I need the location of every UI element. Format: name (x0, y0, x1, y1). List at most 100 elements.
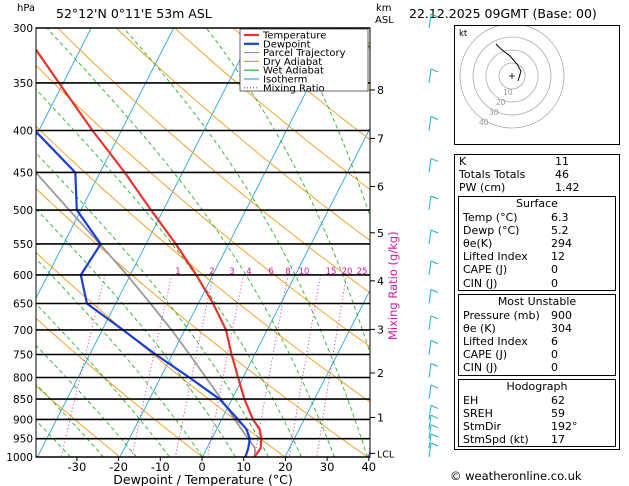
wind-barb (428, 158, 432, 173)
wind-barb (428, 424, 432, 439)
most-unstable-section: Most Unstable Pressure (mb) 900 θe (K) 304 L… (458, 293, 616, 376)
row-label: EH (463, 393, 479, 407)
pressure-tick-label: 350 (13, 78, 33, 90)
table-row: StmSpd (kt) 17 (459, 433, 615, 446)
pressure-tick-label: 600 (13, 270, 33, 282)
mixing-ratio-label: 1 (175, 267, 180, 277)
isotherm (284, 289, 370, 457)
wind-barb (428, 13, 432, 29)
isotherm (119, 28, 340, 457)
table-row: Lifted Index 6 (459, 335, 615, 348)
wind-barb (428, 385, 432, 400)
wind-barb (428, 68, 432, 83)
wind-barb (428, 289, 432, 304)
temperature-tick-label: -10 (151, 460, 170, 474)
row-value: 304 (551, 321, 572, 335)
row-value: 900 (551, 308, 572, 322)
mixing-ratio-label: 2 (209, 267, 214, 277)
temperature-tick-label: 20 (278, 460, 293, 474)
wet-adiabat (36, 344, 137, 457)
row-label: Totals Totals (459, 168, 526, 182)
mixing-ratio-line (407, 275, 431, 457)
row-value: 11 (555, 155, 569, 168)
mixing-ratio-label: 3 (229, 267, 234, 277)
table-row: CAPE (J) 0 (459, 263, 615, 276)
km-unit-label: km (376, 3, 392, 14)
table-row: Pressure (mb) 900 (459, 309, 615, 322)
row-label: Dewp (°C) (463, 223, 520, 237)
hodograph-ring-label: 30 (489, 108, 499, 117)
row-label: StmSpd (kt) (463, 433, 529, 447)
wind-barb (428, 229, 432, 245)
mixing-ratio-line (60, 274, 106, 457)
table-row: PW (cm) 1.42 (455, 181, 619, 194)
row-label: Lifted Index (463, 335, 528, 349)
hodograph-panel: kt 10 20 30 40 (454, 23, 620, 145)
hodograph-trace (495, 43, 522, 82)
table-row: StmDir 192° (459, 420, 615, 433)
location-title: 52°12'N 0°11'E 53m ASL (56, 6, 212, 21)
hodograph-center (509, 73, 515, 79)
pressure-tick-label: 850 (13, 394, 33, 406)
temperature-tick-label: 30 (320, 460, 335, 474)
dry-adiabat (36, 385, 121, 457)
dry-adiabat (115, 28, 370, 242)
asl-unit-label: ASL (375, 15, 394, 26)
wet-adiabat (36, 152, 269, 457)
km-label: LCL (377, 449, 395, 460)
temperature-tick-label: -20 (109, 460, 128, 474)
wind-barb (428, 415, 432, 430)
wind-barb (428, 195, 432, 211)
wet-adiabat (36, 419, 71, 457)
indices-table: K 11 Totals Totals 46 PW (cm) 1.42 Surface Te… (454, 154, 620, 451)
wind-barb (428, 363, 432, 378)
row-label: Lifted Index (463, 250, 528, 264)
temperature-tick-label: 40 (361, 460, 376, 474)
row-label: Pressure (mb) (463, 308, 540, 322)
row-value: 12 (551, 250, 565, 264)
legend-entry: Dry Adiabat (263, 57, 322, 68)
legend-entry: Wet Adiabat (263, 66, 324, 77)
wind-barb-flag (430, 384, 439, 389)
wind-barb-flag (430, 158, 439, 162)
wind-barb-flag (430, 363, 439, 367)
isotherm (202, 127, 370, 457)
table-row: CIN (J) 0 (459, 277, 615, 290)
pressure-tick-label: 950 (13, 434, 33, 446)
hodograph-ring (485, 49, 539, 103)
row-value: 46 (555, 168, 569, 182)
pressure-tick-label: 300 (13, 23, 33, 35)
table-row: Dewp (°C) 5.2 (459, 224, 615, 237)
wind-barb (428, 442, 432, 458)
wind-barb-flag (430, 414, 439, 419)
row-label: CAPE (J) (463, 263, 508, 277)
wind-barb-flag (430, 433, 439, 438)
row-value: 0 (551, 361, 558, 375)
table-row: CAPE (J) 0 (459, 348, 615, 361)
hodograph-title: Hodograph (506, 379, 568, 393)
km-label: 6 (377, 180, 384, 193)
mixing-ratio-line (288, 274, 322, 457)
wind-barb-flag (430, 195, 439, 200)
pressure-tick-label: 550 (13, 239, 33, 251)
surface-section: Surface Temp (°C) 6.3 Dewp (°C) 5.2 θe(K) 294… (458, 195, 616, 291)
wind-barb (428, 315, 432, 330)
mixing-ratio-label: 6 (268, 267, 273, 277)
row-label: StmDir (463, 420, 502, 433)
row-label: CAPE (J) (463, 348, 508, 362)
row-value: 59 (551, 406, 565, 420)
table-row: θe(K) 294 (459, 237, 615, 250)
row-value: 6 (551, 335, 558, 349)
km-label: 1 (377, 411, 384, 424)
most-unstable-title: Most Unstable (497, 294, 577, 308)
hodograph-ring-label: 10 (503, 88, 513, 97)
legend-entry: Isotherm (263, 75, 307, 86)
isotherm (36, 28, 92, 138)
row-value: 0 (551, 348, 558, 362)
pressure-tick-label: 400 (13, 126, 33, 138)
km-label: 3 (377, 323, 384, 336)
row-value: 17 (551, 433, 565, 447)
row-value: 62 (551, 393, 565, 407)
row-label: Temp (°C) (463, 210, 518, 224)
